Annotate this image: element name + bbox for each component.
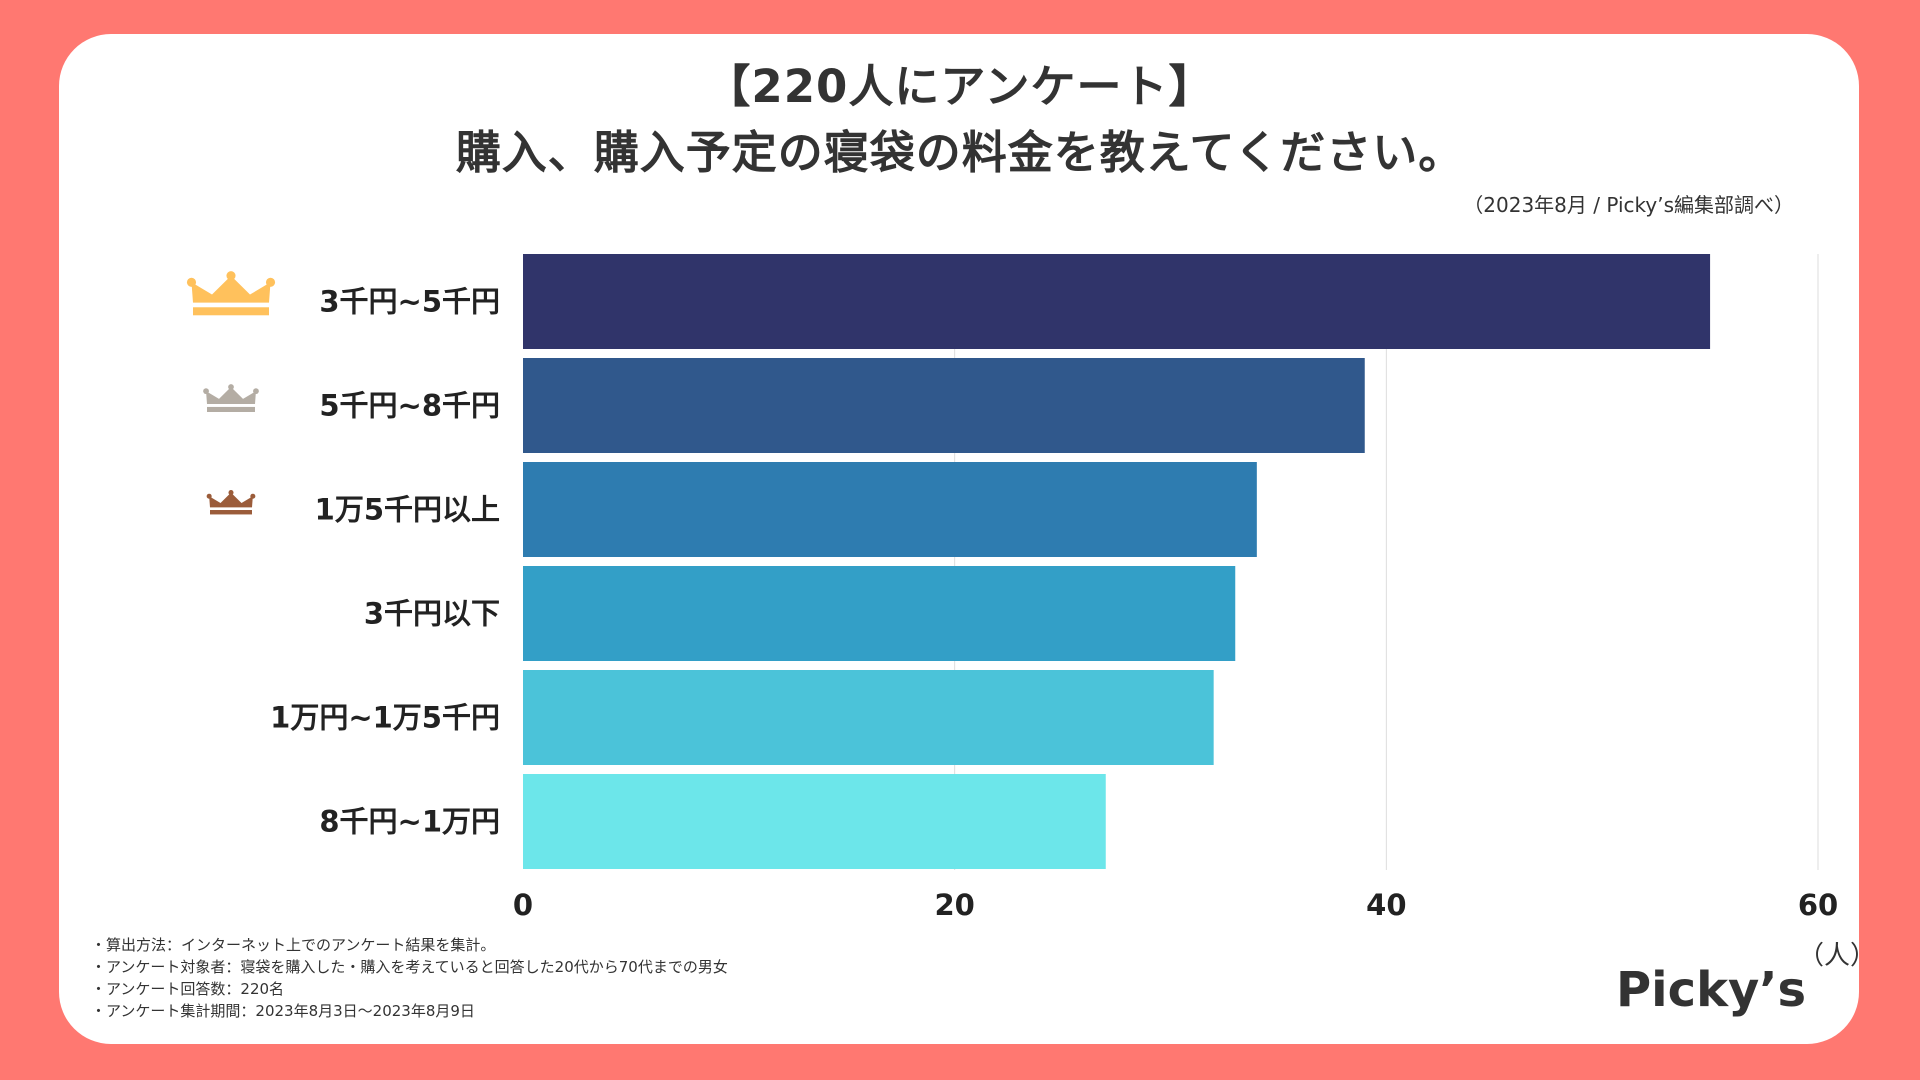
bar xyxy=(523,358,1365,453)
category-label: 8千円~1万円 xyxy=(319,805,500,839)
brand-logo: Picky’s xyxy=(1616,962,1807,1018)
bar xyxy=(523,670,1214,765)
bar xyxy=(523,254,1711,349)
crown-gold-icon xyxy=(186,271,276,316)
note-line: ・アンケート回答数：220名 xyxy=(91,980,285,998)
note-line: ・アンケート対象者：寝袋を購入した・購入を考えていると回答した20代から70代ま… xyxy=(91,958,728,976)
category-label: 5千円~8千円 xyxy=(319,389,500,423)
x-tick-label: 40 xyxy=(1366,888,1406,922)
x-axis-unit-label: （人） xyxy=(1798,941,1877,971)
source-note: （2023年8月 / Picky’s編集部調べ） xyxy=(1463,193,1794,217)
note-line: ・算出方法：インターネット上でのアンケート結果を集計。 xyxy=(91,936,496,954)
category-label: 3千円~5千円 xyxy=(319,285,500,319)
bar xyxy=(523,774,1106,869)
bar xyxy=(523,462,1257,557)
x-tick-label: 20 xyxy=(934,888,974,922)
chart-title-line1: 【220人にアンケート】 xyxy=(705,60,1215,113)
category-label: 3千円以下 xyxy=(364,597,500,631)
crown-bronze-icon xyxy=(206,490,256,515)
bar xyxy=(523,566,1236,661)
note-line: ・アンケート集計期間：2023年8月3日〜2023年8月9日 xyxy=(91,1002,475,1020)
x-tick-label: 0 xyxy=(513,888,533,922)
survey-notes: ・算出方法：インターネット上でのアンケート結果を集計。 ・アンケート対象者：寝袋… xyxy=(91,934,728,1022)
crown-silver-icon xyxy=(203,384,259,412)
category-label: 1万円~1万5千円 xyxy=(270,701,500,735)
x-tick-label: 60 xyxy=(1798,888,1838,922)
chart-title-line2: 購入、購入予定の寝袋の料金を教えてください。 xyxy=(455,126,1465,179)
category-label: 1万5千円以上 xyxy=(315,493,500,527)
